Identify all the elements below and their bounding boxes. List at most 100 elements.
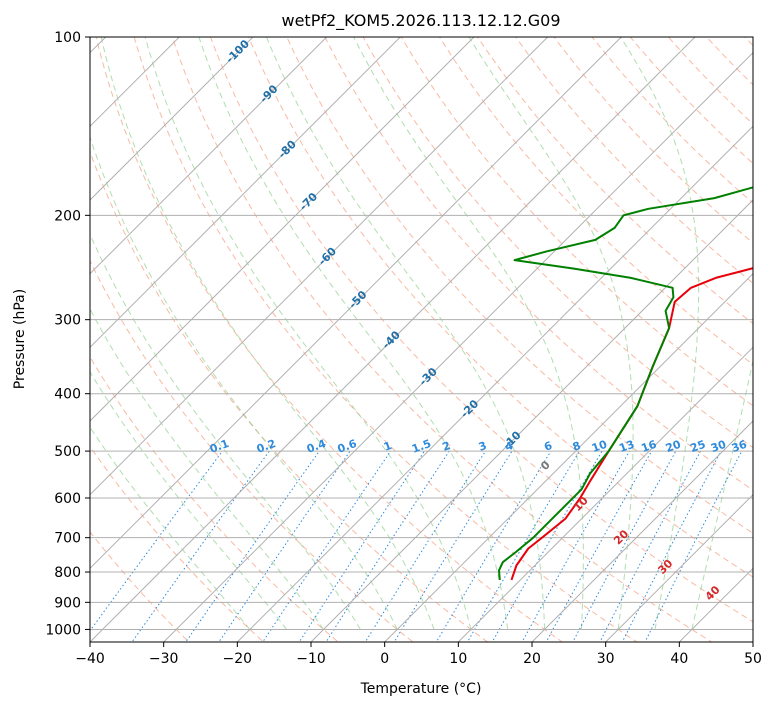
dry-adiabat [362, 37, 753, 449]
plot-area [90, 37, 753, 642]
isotherm-gridline [310, 199, 753, 642]
y-tick-label: 400 [54, 387, 81, 403]
mixing-ratio-label: 0.6 [336, 437, 359, 456]
mixing-ratio-line [545, 450, 653, 642]
x-tick-label: 0 [380, 651, 389, 667]
y-tick-label: 700 [54, 531, 81, 547]
dry-adiabat [90, 259, 414, 642]
y-axis-ticks: 1000 900 800 700 600 500 400 300 200 100 [45, 30, 90, 638]
mixing-ratio-line [131, 450, 270, 642]
x-tick-label: −30 [149, 651, 179, 667]
mixing-ratio-label: 25 [688, 438, 707, 455]
mixing-ratio-line [466, 450, 580, 642]
moist-adiabat [90, 135, 398, 630]
plot-frame [89, 36, 754, 643]
y-tick-label: 800 [54, 565, 81, 581]
dry-adiabat [90, 356, 339, 642]
mixing-ratio-label: 6 [542, 439, 554, 454]
x-tick-label: 50 [744, 651, 762, 667]
moist-adiabat [100, 37, 435, 630]
dry-adiabat [209, 37, 753, 623]
moist-adiabat [468, 37, 634, 630]
moist-adiabat [266, 37, 546, 630]
mixing-ratio-label: 2 [441, 439, 453, 454]
mixing-ratio-line [218, 450, 351, 642]
dry-adiabat [515, 37, 753, 284]
isotherm-gridline [457, 346, 753, 642]
dry-adiabat [171, 37, 713, 642]
isotherm-gridline [605, 493, 753, 642]
dry-adiabat [90, 531, 190, 642]
mixing-ratio-label: 3 [477, 439, 489, 454]
dry-adiabat [286, 37, 753, 534]
mixing-ratio-label: 0.4 [305, 437, 328, 456]
x-axis-ticks: −40 −30 −20 −10 0 10 20 30 40 50 [75, 642, 762, 667]
chart-title: wetPf2_KOM5.2026.113.12.12.G09 [281, 11, 560, 31]
dry-adiabat [400, 37, 753, 407]
background-lines [90, 37, 753, 642]
mixing-ratio-label: 13 [617, 438, 636, 455]
x-tick-label: −20 [223, 651, 253, 667]
moist-adiabat [90, 308, 324, 630]
mixing-ratio-label: 1 [382, 439, 394, 454]
mixing-ratio-line [644, 450, 743, 642]
dry-adiabat [553, 37, 753, 244]
moist-adiabat [353, 37, 584, 630]
isotherm-gridline [90, 37, 475, 422]
x-tick-label: −10 [296, 651, 326, 667]
x-tick-label: 10 [449, 651, 467, 667]
mixing-ratio-label: 30 [709, 438, 728, 456]
dry-adiabat [591, 37, 753, 204]
isotherm-gridline [90, 37, 623, 570]
moist-adiabat [90, 426, 251, 630]
mixing-ratio-line [185, 450, 320, 642]
mixing-ratio-line [325, 450, 450, 642]
y-tick-label: 1000 [45, 622, 81, 638]
mixing-ratio-label: 0.1 [208, 437, 231, 456]
series-layer [498, 186, 753, 581]
isotherm-gridline [384, 272, 753, 642]
mixing-ratio-label: 8 [571, 439, 583, 454]
moist-adiabat [620, 37, 700, 630]
mixing-ratio-line [435, 450, 552, 642]
y-tick-label: 200 [54, 208, 81, 224]
dry-adiabat [324, 37, 753, 491]
mixing-ratio-label: 20 [664, 438, 683, 456]
isotherm-gridline [90, 37, 254, 201]
y-axis-label: Pressure (hPa) [12, 289, 28, 389]
isotherm-gridline [163, 51, 753, 642]
isotherm-gridline [90, 37, 696, 642]
mixing-ratio-label: 16 [639, 438, 658, 456]
mixing-ratio-label: 4 [503, 439, 515, 454]
isotherm-gridline [90, 37, 328, 275]
y-tick-label: 100 [54, 30, 81, 46]
x-tick-label: 40 [670, 651, 688, 667]
dewpoint-line [498, 186, 753, 580]
mixing-ratio-label: 36 [730, 438, 749, 456]
x-tick-label: 20 [523, 651, 541, 667]
mixing-ratio-label: 1.5 [410, 437, 433, 456]
isotherm-gridline [90, 37, 549, 496]
mixing-ratio-label: 10 [590, 438, 609, 456]
mixing-ratio-label: 0.2 [255, 437, 278, 456]
moist-adiabat [90, 370, 288, 630]
x-tick-label: −40 [75, 651, 105, 667]
x-axis-label: Temperature (°C) [360, 681, 482, 697]
mixing-ratio-line [491, 450, 603, 642]
moist-adiabat [144, 37, 472, 630]
y-tick-label: 300 [54, 313, 81, 329]
dry-adiabat [133, 37, 638, 642]
x-tick-label: 30 [597, 651, 615, 667]
isotherm-gridline [90, 37, 402, 349]
moist-adiabat [198, 37, 509, 630]
isotherm-gridline [531, 420, 753, 642]
isotherm-gridline [236, 125, 753, 642]
y-tick-label: 500 [54, 444, 81, 460]
y-tick-label: 600 [54, 491, 81, 507]
mixing-ratio-line [262, 450, 392, 642]
moist-adiabat [691, 358, 753, 630]
mixing-ratio-line [298, 450, 425, 642]
y-tick-label: 900 [54, 595, 81, 611]
temperature-line [510, 267, 753, 581]
